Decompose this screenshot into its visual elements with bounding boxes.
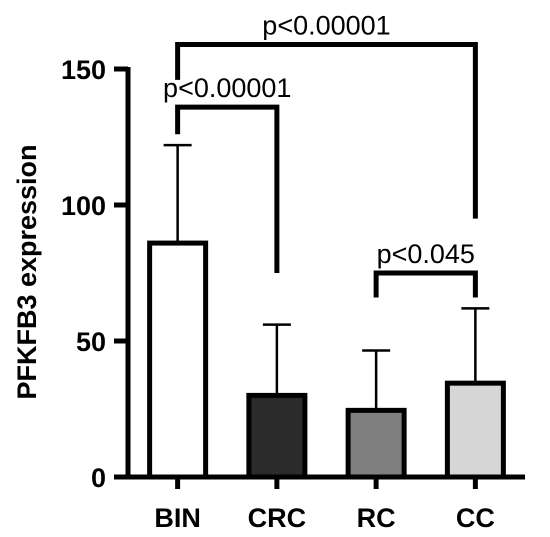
y-tick-label: 100 (61, 191, 106, 221)
bar-rc (345, 407, 407, 480)
significance-bracket (175, 104, 280, 273)
significance-bracket (373, 270, 478, 298)
significance-bracket (175, 42, 478, 219)
x-tick-label: RC (357, 503, 396, 533)
x-tick-label: CRC (248, 503, 307, 533)
bar-bin (147, 240, 209, 480)
y-tick-label: 0 (91, 463, 106, 493)
bar-crc (246, 392, 308, 480)
significance-label: p<0.045 (377, 239, 475, 269)
significance-label: p<0.00001 (163, 73, 291, 103)
x-tick-label: BIN (154, 503, 201, 533)
x-axis: BIN CRC RC CC (125, 474, 525, 533)
y-tick-label: 150 (61, 55, 106, 85)
y-axis: 0 50 100 150 (61, 55, 131, 493)
x-tick-label: CC (456, 503, 495, 533)
bar-cc (444, 380, 506, 480)
significance-label: p<0.00001 (262, 11, 390, 41)
y-tick-label: 50 (76, 327, 106, 357)
y-axis-title: PFKFB3 expression (12, 144, 42, 399)
bars (147, 240, 506, 480)
error-bars (163, 143, 490, 411)
significance-brackets: p<0.00001 p<0.00001 p<0.045 (163, 11, 478, 298)
